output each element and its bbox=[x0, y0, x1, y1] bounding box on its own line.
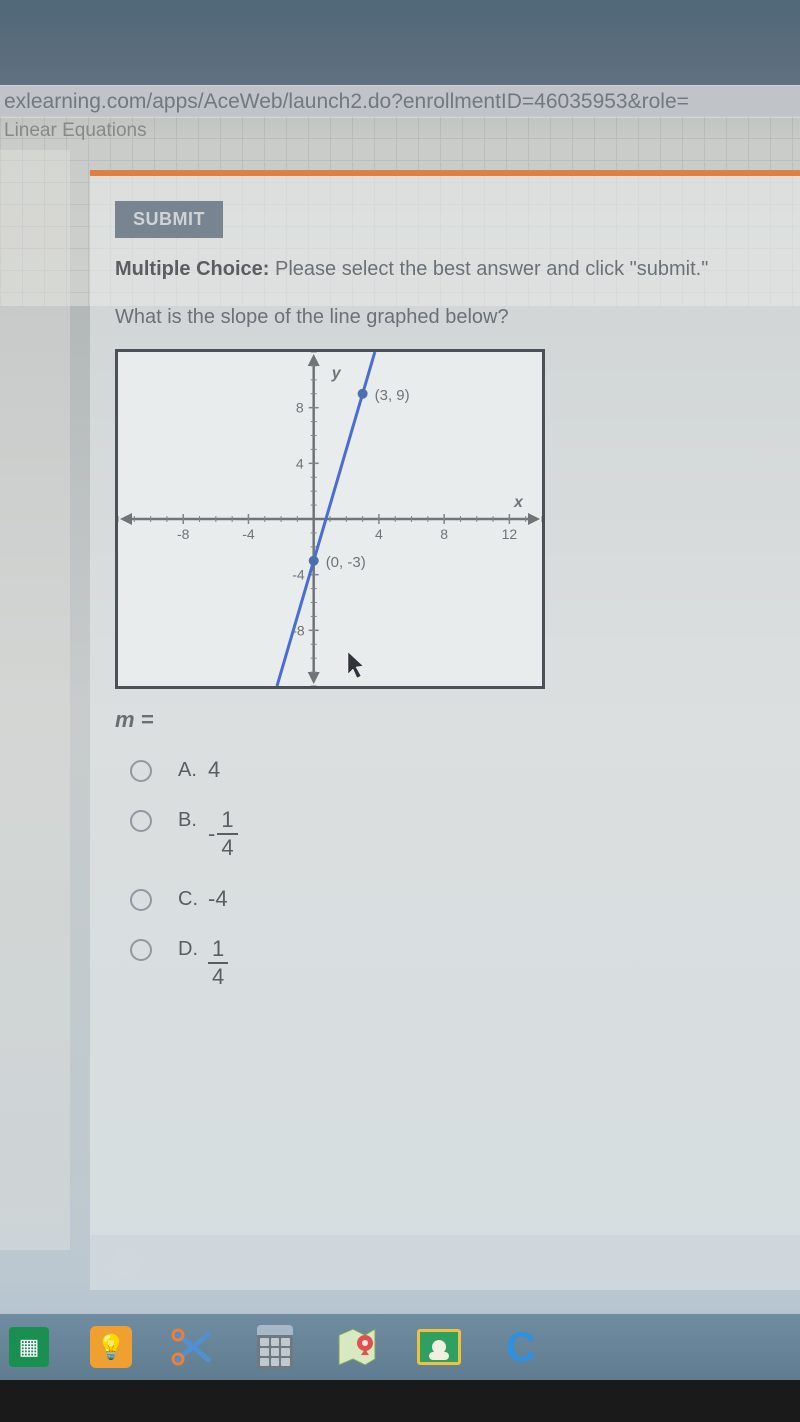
svg-text:8: 8 bbox=[440, 526, 448, 542]
question-text: What is the slope of the line graphed be… bbox=[115, 306, 775, 329]
answer-option-B[interactable]: B.-14 bbox=[130, 807, 800, 862]
svg-text:12: 12 bbox=[502, 526, 518, 542]
option-letter: C. bbox=[178, 888, 208, 911]
submit-button[interactable]: SUBMIT bbox=[115, 201, 223, 238]
taskbar: ▦ 💡 C bbox=[0, 1314, 800, 1380]
svg-text:4: 4 bbox=[375, 526, 383, 542]
svg-text:8: 8 bbox=[296, 400, 304, 416]
option-value: 4 bbox=[208, 757, 220, 783]
answer-options: A.4 B.-14 C.-4 D.14 bbox=[130, 757, 800, 991]
taskbar-maps-icon[interactable] bbox=[333, 1323, 381, 1371]
instruction-text: Multiple Choice: Please select the best … bbox=[115, 258, 775, 281]
mc-instruction: Please select the best answer and click … bbox=[269, 258, 708, 280]
option-value: 14 bbox=[208, 936, 228, 991]
slope-variable: m = bbox=[115, 707, 800, 733]
toolbar-bottom: 🖨 bbox=[90, 1235, 800, 1290]
radio-icon[interactable] bbox=[130, 939, 152, 961]
option-value: -4 bbox=[208, 886, 228, 912]
monitor-bezel bbox=[0, 1380, 800, 1422]
taskbar-snip-icon[interactable] bbox=[169, 1323, 217, 1371]
option-value: -14 bbox=[208, 807, 238, 862]
mc-label: Multiple Choice: bbox=[115, 258, 269, 280]
print-icon[interactable]: 🖨 bbox=[108, 1247, 800, 1278]
left-sidebar bbox=[0, 150, 70, 1250]
window-chrome-top bbox=[0, 0, 800, 85]
question-panel: SUBMIT Multiple Choice: Please select th… bbox=[90, 170, 800, 1290]
option-letter: B. bbox=[178, 809, 208, 832]
svg-text:x: x bbox=[513, 494, 524, 511]
answer-option-C[interactable]: C.-4 bbox=[130, 886, 800, 912]
address-bar[interactable]: exlearning.com/apps/AceWeb/launch2.do?en… bbox=[0, 85, 800, 118]
radio-icon[interactable] bbox=[130, 889, 152, 911]
taskbar-browser-c-icon[interactable]: C bbox=[497, 1323, 545, 1371]
coordinate-graph: -8-4481248-4-8yx(3, 9)(0, -3) bbox=[115, 349, 545, 689]
svg-text:-4: -4 bbox=[242, 526, 255, 542]
svg-text:y: y bbox=[331, 365, 342, 382]
svg-text:(0, -3): (0, -3) bbox=[326, 554, 366, 571]
taskbar-classroom-icon[interactable] bbox=[415, 1323, 463, 1371]
taskbar-sheets-icon[interactable]: ▦ bbox=[5, 1323, 53, 1371]
taskbar-tips-icon[interactable]: 💡 bbox=[87, 1323, 135, 1371]
svg-text:4: 4 bbox=[296, 455, 304, 471]
svg-text:-8: -8 bbox=[177, 526, 190, 542]
answer-option-A[interactable]: A.4 bbox=[130, 757, 800, 783]
svg-text:(3, 9): (3, 9) bbox=[375, 387, 410, 404]
option-letter: D. bbox=[178, 938, 208, 961]
option-letter: A. bbox=[178, 759, 208, 782]
svg-text:-4: -4 bbox=[292, 567, 305, 583]
radio-icon[interactable] bbox=[130, 810, 152, 832]
graph-svg: -8-4481248-4-8yx(3, 9)(0, -3) bbox=[118, 352, 542, 686]
lesson-title: Linear Equations bbox=[4, 120, 147, 142]
taskbar-calculator-icon[interactable] bbox=[251, 1323, 299, 1371]
radio-icon[interactable] bbox=[130, 760, 152, 782]
answer-option-D[interactable]: D.14 bbox=[130, 936, 800, 991]
